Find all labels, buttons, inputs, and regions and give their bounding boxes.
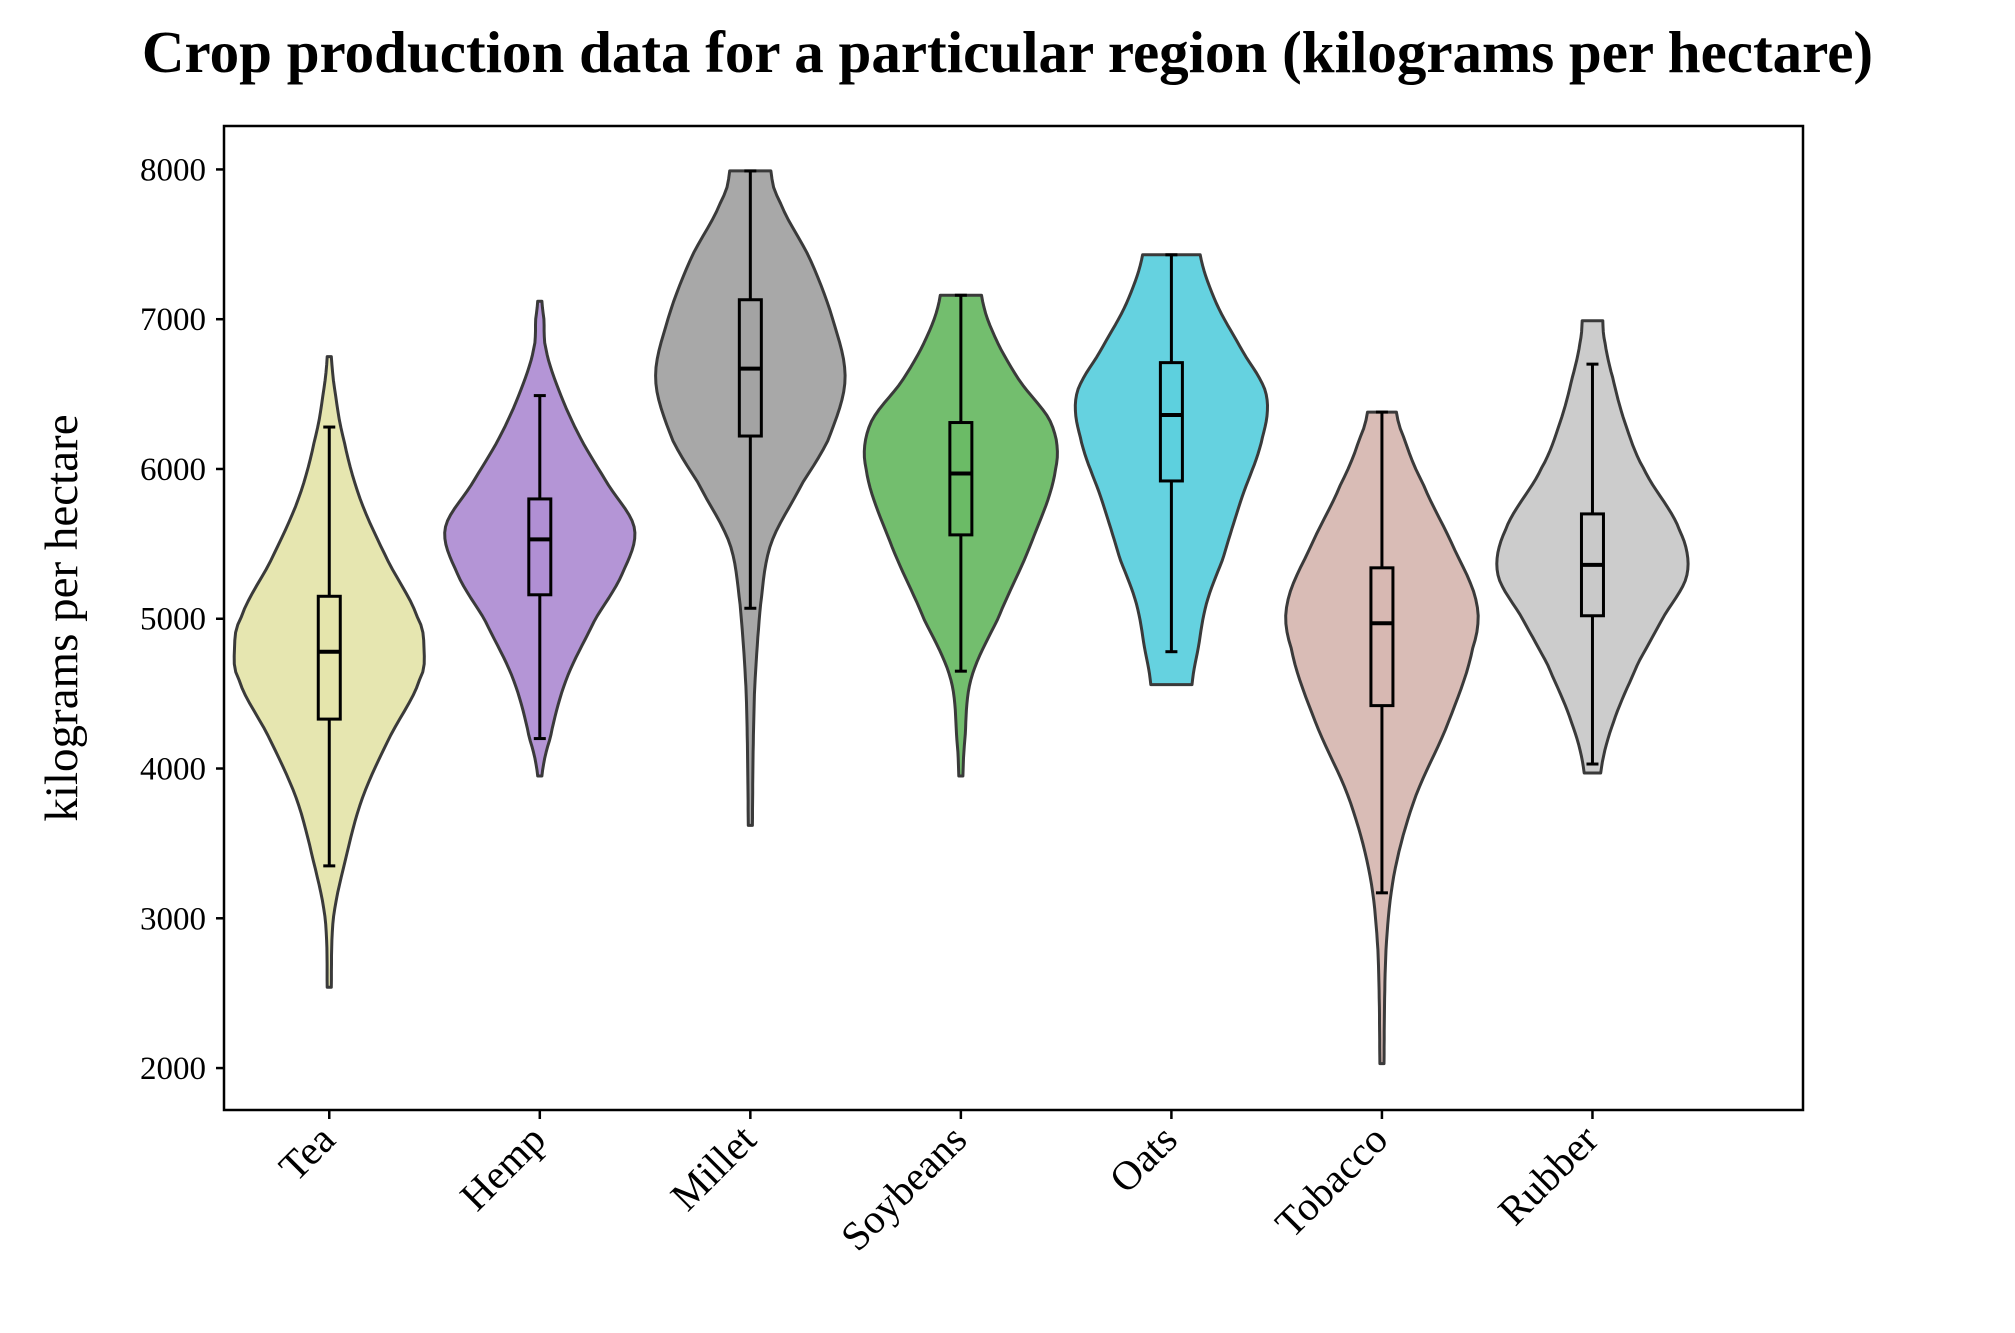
y-tick-label-3000: 3000 <box>140 901 206 937</box>
iqr-box-oats <box>1158 361 1184 483</box>
x-tick-label-soybeans: Soybeans <box>832 1116 976 1260</box>
iqr-box-hemp <box>527 497 553 597</box>
x-tick-label-rubber: Rubber <box>1489 1116 1607 1234</box>
chart-title: Crop production data for a particular re… <box>141 19 1874 85</box>
x-tick-label-tea: Tea <box>270 1116 344 1190</box>
y-tick-label-7000: 7000 <box>140 302 206 338</box>
y-axis: 2000 3000 4000 5000 6000 7000 8000 <box>140 152 224 1087</box>
y-tick-label-5000: 5000 <box>140 602 206 638</box>
x-tick-label-oats: Oats <box>1100 1116 1186 1202</box>
iqr-box-soybeans <box>948 421 974 537</box>
x-tick-label-hemp: Hemp <box>451 1116 554 1219</box>
x-tick-label-millet: Millet <box>661 1115 765 1219</box>
y-tick-label-2000: 2000 <box>140 1051 206 1087</box>
iqr-box-tobacco <box>1369 566 1395 708</box>
boxes-layer <box>316 169 1605 895</box>
y-tick-label-4000: 4000 <box>140 752 206 788</box>
x-axis: Tea Hemp Millet Soybeans Oats Tobacco Rubber <box>270 1110 1607 1259</box>
y-axis-label: kilograms per hectare <box>36 414 88 821</box>
iqr-box-tea <box>316 594 342 721</box>
y-tick-label-8000: 8000 <box>140 152 206 188</box>
x-tick-label-tobacco: Tobacco <box>1266 1116 1396 1246</box>
y-tick-label-6000: 6000 <box>140 452 206 488</box>
